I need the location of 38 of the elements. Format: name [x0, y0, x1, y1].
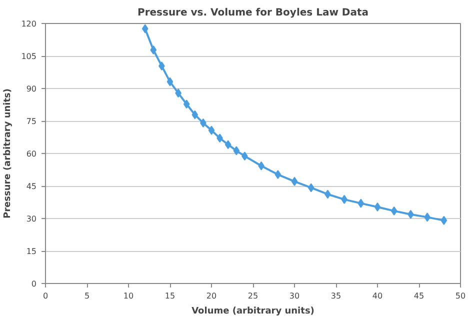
- y-tick-label: 45: [26, 182, 37, 191]
- point: [208, 126, 215, 135]
- y-tick-label: 0: [31, 280, 37, 288]
- y-tick-label: 120: [21, 20, 37, 28]
- point: [192, 110, 198, 120]
- y-axis-title: Pressure (arbitrary units): [3, 88, 14, 219]
- y-tick-label: 105: [21, 52, 37, 61]
- point: [358, 198, 364, 208]
- x-axis-title: Volume (arbitrary units): [192, 306, 314, 316]
- x-tick-label: 5: [84, 292, 90, 300]
- x-tick-label: 50: [455, 292, 466, 300]
- point: [183, 100, 190, 109]
- point: [390, 206, 398, 216]
- point: [440, 216, 448, 225]
- y-tick-label: 90: [26, 84, 37, 94]
- x-tick-label: 45: [414, 292, 424, 300]
- x-tick-label: 10: [123, 292, 134, 300]
- y-tick-label: 15: [26, 247, 37, 256]
- y-tick-label: 30: [26, 214, 37, 224]
- x-tick-label: 30: [289, 292, 300, 300]
- x-tick-label: 25: [248, 292, 258, 300]
- point: [166, 77, 174, 86]
- point: [150, 45, 157, 54]
- x-tick-label: 0: [42, 292, 48, 300]
- chart-title: Pressure vs. Volume for Boyles Law Data: [137, 8, 369, 18]
- y-tick-label: 60: [26, 150, 37, 158]
- point: [142, 24, 148, 34]
- point: [308, 183, 314, 192]
- x-tick-label: 20: [206, 292, 217, 300]
- point: [224, 140, 232, 150]
- x-tick-label: 35: [330, 292, 342, 300]
- point: [274, 170, 282, 180]
- point: [233, 146, 240, 156]
- y-tick-label: 75: [26, 117, 37, 126]
- x-tick-label: 15: [164, 292, 176, 300]
- x-tick-label: 40: [372, 292, 383, 300]
- point: [374, 202, 381, 212]
- point: [291, 176, 298, 186]
